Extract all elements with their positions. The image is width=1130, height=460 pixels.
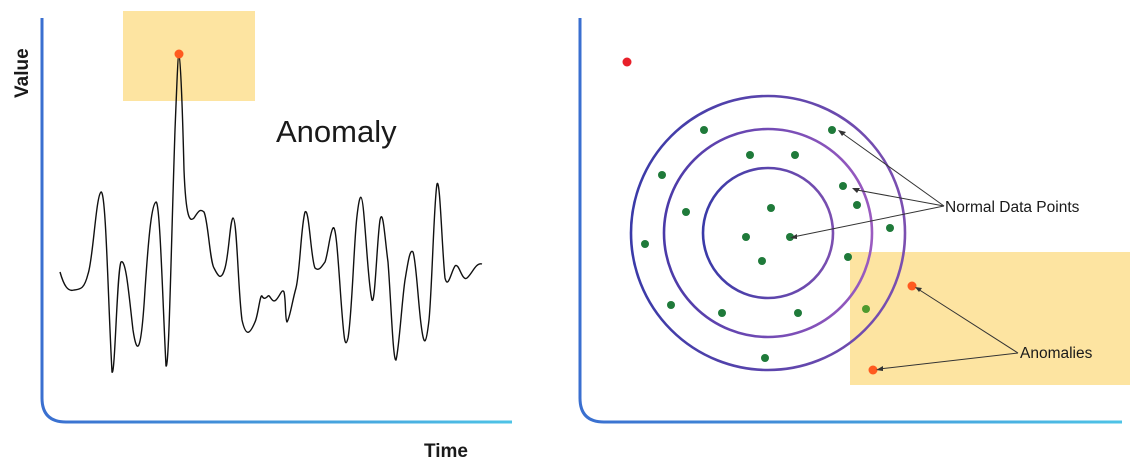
normal-callout-arrowheads xyxy=(790,130,860,239)
anomalies-highlight-box xyxy=(850,252,1130,385)
anomaly-peak-dot xyxy=(174,49,184,59)
normal-point xyxy=(667,301,675,309)
normal-point xyxy=(794,309,802,317)
anomaly-annotation: Anomaly xyxy=(276,114,397,149)
right-panel: Normal Data Points Anomalies xyxy=(578,18,1130,424)
normal-point xyxy=(886,224,894,232)
anomaly-dot xyxy=(907,281,917,291)
normal-point xyxy=(828,126,836,134)
inner-ring xyxy=(701,166,835,300)
normal-point xyxy=(700,126,708,134)
normal-point xyxy=(786,233,794,241)
normal-point xyxy=(718,309,726,317)
outer-ring xyxy=(629,94,907,372)
normal-point xyxy=(761,354,769,362)
anomalies-callout-lines xyxy=(878,288,1019,370)
normal-data-points-label: Normal Data Points xyxy=(945,199,1080,216)
y-axis-label: Value xyxy=(12,48,33,98)
anomaly-dot xyxy=(868,365,878,375)
normal-point xyxy=(682,208,690,216)
peak-highlight-box xyxy=(123,11,255,101)
outlier-red-dot xyxy=(622,57,632,67)
normal-point xyxy=(641,240,649,248)
normal-point xyxy=(746,151,754,159)
normal-callout-lines xyxy=(792,132,945,238)
anomalies-callout-arrowheads xyxy=(876,287,922,371)
normal-point xyxy=(844,253,852,261)
middle-ring xyxy=(662,127,874,339)
right-axis xyxy=(578,18,1122,424)
normal-point xyxy=(791,151,799,159)
normal-point xyxy=(758,257,766,265)
normal-point xyxy=(853,201,861,209)
x-axis-label: Time xyxy=(424,441,468,460)
normal-point xyxy=(658,171,666,179)
normal-points xyxy=(641,126,894,362)
left-panel: Value Time Anomaly xyxy=(12,11,512,460)
normal-point xyxy=(767,204,775,212)
left-axis xyxy=(40,18,512,424)
time-series-signal xyxy=(59,53,483,373)
normal-point xyxy=(862,305,870,313)
normal-point xyxy=(742,233,750,241)
normal-point xyxy=(839,182,847,190)
anomalies-label: Anomalies xyxy=(1020,345,1093,362)
